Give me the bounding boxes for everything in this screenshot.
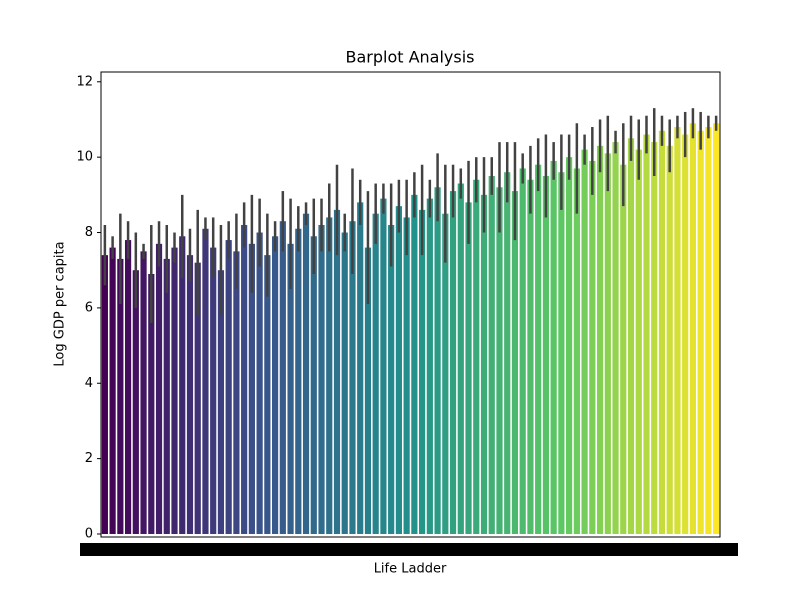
bar: [186, 255, 194, 534]
bar: [566, 157, 573, 534]
bar: [171, 247, 178, 534]
bar: [279, 221, 286, 534]
bar: [256, 232, 263, 534]
bar: [210, 247, 217, 534]
bar: [132, 270, 139, 534]
bar: [705, 127, 712, 534]
bar: [581, 149, 588, 534]
y-tick-label: 12: [76, 74, 93, 89]
bar: [287, 243, 294, 534]
bar: [124, 240, 132, 534]
bar: [434, 187, 441, 534]
bar: [589, 160, 596, 534]
bar: [310, 236, 317, 534]
bar: [388, 224, 395, 534]
bar: [419, 209, 426, 534]
bar: [349, 221, 356, 534]
bar: [248, 243, 255, 534]
bar: [233, 251, 240, 534]
chart-title: Barplot Analysis: [345, 48, 474, 67]
bar: [380, 198, 387, 534]
bar: [457, 183, 464, 534]
bar: [604, 153, 611, 534]
bar: [148, 273, 155, 534]
bar: [674, 127, 681, 534]
y-axis-label: Log GDP per capita: [53, 241, 68, 366]
bar: [465, 202, 472, 534]
bar: [511, 191, 519, 534]
bar: [643, 134, 650, 534]
bar: [271, 236, 279, 534]
bar: [573, 168, 580, 534]
bar: [697, 130, 704, 534]
bar: [163, 258, 170, 534]
bar: [264, 255, 271, 534]
y-tick-label: 4: [85, 376, 93, 391]
bar: [620, 164, 627, 534]
bar: [140, 251, 147, 534]
bar: [535, 164, 542, 534]
bar: [542, 176, 550, 534]
bar: [217, 270, 225, 534]
bar: [488, 176, 495, 534]
bar: [527, 179, 534, 534]
x-tick-label-overlap: [80, 543, 738, 556]
bar: [403, 217, 410, 534]
bar: [651, 142, 658, 534]
bar: [202, 228, 209, 534]
bar: [179, 236, 186, 534]
plot-frame: [100, 71, 721, 538]
bar: [318, 224, 325, 534]
bar: [364, 247, 372, 534]
bar: [689, 123, 697, 534]
bar: [411, 194, 418, 534]
y-tick-label: 2: [85, 451, 93, 466]
bar: [155, 243, 163, 534]
bar: [550, 160, 557, 534]
bar: [101, 255, 108, 534]
bar: [372, 213, 379, 534]
bar: [666, 145, 673, 534]
bar: [225, 240, 232, 534]
bar: [519, 168, 526, 534]
y-tick-label: 0: [85, 526, 93, 541]
bar: [449, 191, 457, 534]
bar: [333, 209, 341, 534]
bar: [241, 224, 248, 534]
bar: [295, 228, 302, 534]
bar: [341, 232, 348, 534]
bar: [442, 213, 449, 534]
bar: [302, 213, 310, 534]
bar: [596, 145, 604, 534]
bar: [627, 138, 635, 534]
bar: [473, 179, 480, 534]
bar: [713, 123, 720, 534]
y-tick-label: 6: [85, 300, 93, 315]
bar: [395, 206, 402, 534]
bar: [635, 149, 642, 534]
bar: [357, 202, 364, 534]
bar: [326, 217, 333, 534]
bar: [194, 262, 201, 534]
bar: [658, 130, 666, 534]
bar: [117, 258, 124, 534]
y-tick-label: 8: [85, 225, 93, 240]
bar: [480, 194, 488, 534]
bar: [109, 247, 116, 534]
bar: [504, 172, 511, 534]
bar: [426, 198, 433, 534]
bar: [496, 187, 503, 534]
bar: [558, 172, 565, 534]
bar: [612, 142, 619, 534]
x-axis-label: Life Ladder: [374, 562, 447, 577]
bar: [682, 134, 689, 534]
y-tick-label: 10: [76, 150, 93, 165]
